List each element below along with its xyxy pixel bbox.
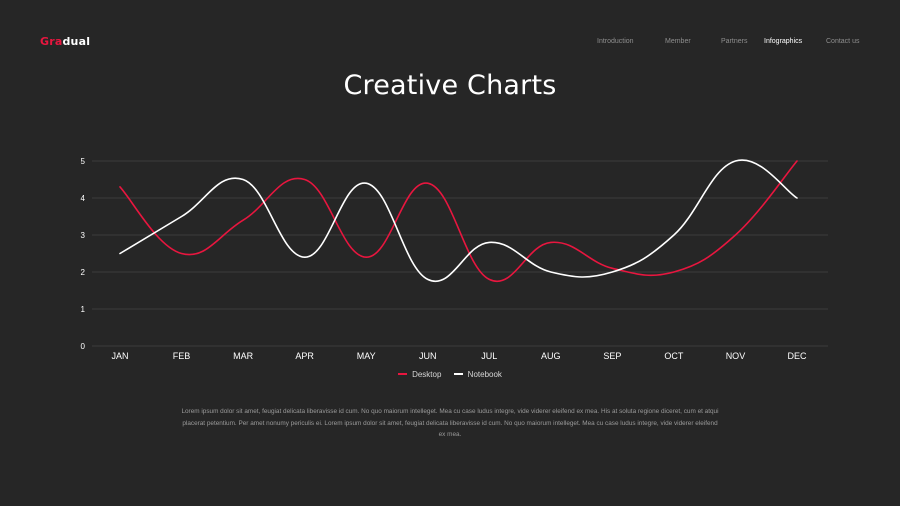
nav-item-introduction[interactable]: Introduction — [597, 38, 634, 45]
series-line-desktop[interactable] — [119, 160, 798, 283]
y-tick-label: 3 — [81, 231, 86, 240]
data-point-desktop-jun[interactable] — [426, 181, 430, 185]
x-tick-label: NOV — [726, 351, 746, 361]
x-axis-ticks: JAN FEB MAR APR MAY JUN JUL AUG SEP OCT NOV DEC — [111, 351, 807, 361]
nav-item-contact-us[interactable]: Contact us — [826, 38, 860, 45]
data-point-desktop-may[interactable] — [364, 255, 368, 259]
x-tick-label: OCT — [664, 351, 684, 361]
y-tick-label: 1 — [81, 305, 86, 314]
y-tick-label: 0 — [81, 342, 86, 351]
grid-layer — [92, 160, 828, 347]
page-title: Creative Charts — [343, 70, 557, 101]
data-point-notebook-jul[interactable] — [487, 240, 491, 244]
x-tick-label: SEP — [603, 351, 621, 361]
data-point-notebook-mar[interactable] — [241, 178, 245, 182]
y-tick-label: 2 — [81, 268, 86, 277]
brand-logo[interactable]: Gradual — [40, 35, 90, 48]
data-point-notebook-jun[interactable] — [426, 277, 430, 281]
legend-item-desktop[interactable]: Desktop — [398, 370, 441, 379]
x-tick-label: DEC — [787, 351, 807, 361]
data-point-desktop-sep[interactable] — [610, 266, 614, 270]
top-navigation: Introduction Member Partners Infographic… — [0, 38, 900, 50]
nav-item-partners[interactable]: Partners — [721, 38, 748, 45]
data-point-notebook-aug[interactable] — [549, 270, 553, 274]
data-point-desktop-dec[interactable] — [795, 159, 799, 163]
data-point-notebook-dec[interactable] — [795, 196, 799, 200]
series-layer — [118, 159, 799, 283]
nav-item-infographics[interactable]: Infographics — [764, 38, 803, 45]
x-tick-label: MAR — [233, 351, 254, 361]
y-tick-label: 5 — [81, 157, 86, 166]
data-point-notebook-may[interactable] — [364, 181, 368, 185]
x-tick-label: MAY — [357, 351, 376, 361]
data-point-desktop-oct[interactable] — [672, 270, 676, 274]
data-point-desktop-mar[interactable] — [241, 218, 245, 222]
x-tick-label: FEB — [173, 351, 191, 361]
data-point-desktop-apr[interactable] — [303, 178, 307, 182]
legend-item-notebook[interactable]: Notebook — [453, 370, 502, 379]
data-point-notebook-feb[interactable] — [180, 215, 184, 219]
data-point-desktop-jul[interactable] — [487, 277, 491, 281]
data-point-notebook-apr[interactable] — [303, 255, 307, 259]
legend-label-desktop: Desktop — [412, 370, 442, 379]
data-point-desktop-nov[interactable] — [733, 233, 737, 237]
logo-accent-text: Gra — [40, 35, 63, 48]
data-point-notebook-nov[interactable] — [733, 159, 737, 163]
logo-rest-text: dual — [62, 35, 91, 48]
data-point-desktop-jan[interactable] — [118, 185, 122, 189]
legend-swatch-notebook — [453, 372, 463, 375]
nav-item-member[interactable]: Member — [665, 38, 691, 45]
x-tick-label: JUL — [481, 351, 497, 361]
series-line-notebook[interactable] — [119, 159, 798, 283]
data-point-notebook-sep[interactable] — [610, 270, 614, 274]
y-tick-label: 4 — [81, 194, 86, 203]
data-point-desktop-feb[interactable] — [180, 252, 184, 256]
data-point-notebook-oct[interactable] — [672, 233, 676, 237]
data-point-notebook-jan[interactable] — [118, 252, 122, 256]
legend-swatch-desktop — [398, 372, 408, 375]
x-tick-label: AUG — [541, 351, 561, 361]
chart-legend: Desktop Notebook — [0, 370, 900, 379]
data-point-desktop-aug[interactable] — [549, 240, 553, 244]
x-tick-label: JAN — [111, 351, 128, 361]
y-axis-ticks: 0 1 2 3 4 5 — [81, 157, 86, 351]
description-paragraph: Lorem ipsum dolor sit amet, feugiat deli… — [181, 408, 719, 438]
legend-label-notebook: Notebook — [467, 370, 502, 379]
x-tick-label: JUN — [419, 351, 437, 361]
x-tick-label: APR — [295, 351, 314, 361]
